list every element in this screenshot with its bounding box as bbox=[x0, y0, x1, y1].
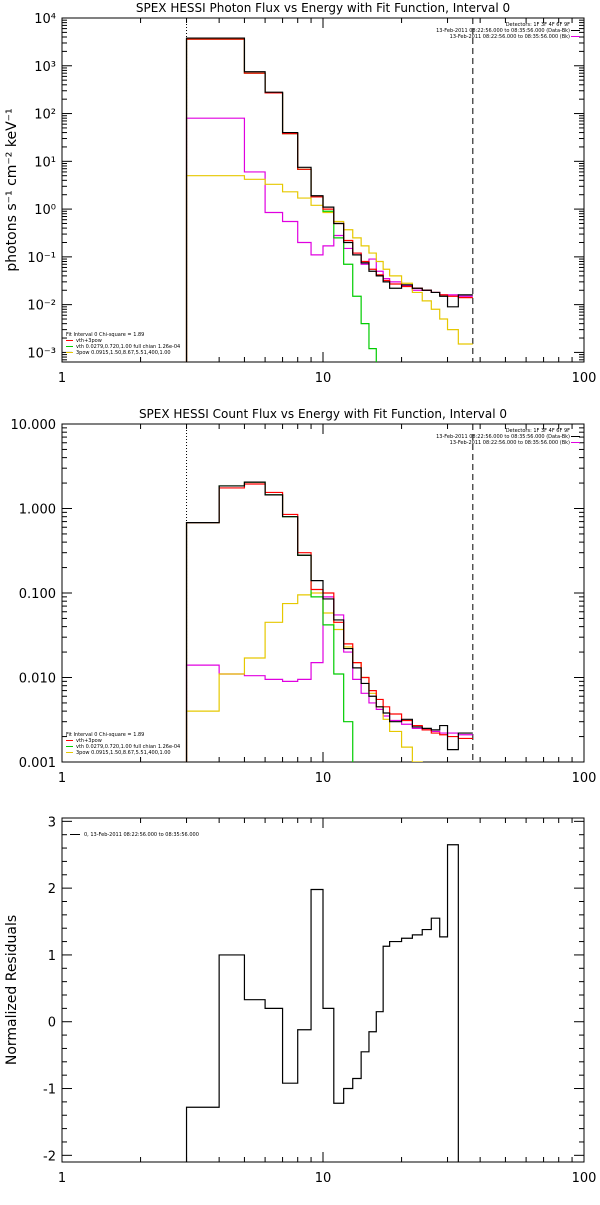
legend-header: Fit Interval 0 Chi-square = 1.89 bbox=[66, 732, 144, 738]
x-tick-label: 100 bbox=[572, 771, 597, 786]
y-axis-label: photons s⁻¹ cm⁻² keV⁻¹ bbox=[4, 108, 20, 271]
x-tick-label: 10 bbox=[315, 1171, 332, 1186]
y-tick-label: 10¹ bbox=[34, 155, 56, 170]
chart-title: SPEX HESSI Count Flux vs Energy with Fit… bbox=[139, 407, 507, 421]
series-line-vth-3pow bbox=[185, 483, 473, 762]
series-line-data bbox=[185, 37, 473, 362]
y-tick-label: 1 bbox=[48, 949, 56, 964]
legend-entry: vth+3pow bbox=[76, 338, 102, 344]
legend-top-right-text: 13-Feb-2011 08:22:56.000 to 08:35:56.000… bbox=[436, 434, 570, 440]
y-tick-label: 0 bbox=[48, 1016, 56, 1031]
y-tick-label: 1.000 bbox=[19, 503, 56, 518]
series-line-vth bbox=[185, 38, 377, 362]
y-tick-label: 10³ bbox=[34, 60, 56, 75]
y-tick-label: 10⁴ bbox=[34, 12, 56, 27]
legend-top-right-text: Detectors: 1F 3F 4F 6F 9F bbox=[506, 22, 570, 28]
chart-title: SPEX HESSI Photon Flux vs Energy with Fi… bbox=[136, 1, 510, 15]
series-group bbox=[185, 481, 473, 762]
y-axis-label: Normalized Residuals bbox=[4, 915, 20, 1065]
y-tick-label: 10⁰ bbox=[34, 203, 56, 218]
legend-entry: 0, 13-Feb-2011 08:22:56.000 to 08:35:56.… bbox=[84, 832, 199, 838]
y-tick-label: 10.000 bbox=[11, 418, 57, 433]
legend-top-right-text: 13-Feb-2011 08:22:56.000 to 08:35:56.000… bbox=[450, 34, 570, 40]
legend-header: Fit Interval 0 Chi-square = 1.89 bbox=[66, 332, 144, 338]
y-tick-label: 10⁻² bbox=[27, 299, 56, 314]
chart-panel-2: SPEX HESSI Count Flux vs Energy with Fit… bbox=[11, 407, 597, 786]
series-line-3pow bbox=[185, 592, 423, 762]
y-tick-label: 10⁻³ bbox=[27, 346, 56, 361]
legend-bottom-left: Fit Interval 0 Chi-square = 1.89vth+3pow… bbox=[66, 732, 180, 756]
series-line-data bbox=[185, 481, 473, 762]
series-line-3pow bbox=[185, 175, 473, 362]
legend-top-left: 0, 13-Feb-2011 08:22:56.000 to 08:35:56.… bbox=[70, 832, 199, 838]
legend-entry: vth+3pow bbox=[76, 738, 102, 744]
series-group bbox=[185, 37, 473, 362]
y-tick-label: 0.010 bbox=[19, 672, 56, 687]
y-tick-label: -1 bbox=[43, 1083, 56, 1098]
chart-panel-1: SPEX HESSI Photon Flux vs Energy with Fi… bbox=[4, 1, 596, 386]
series-line-background bbox=[185, 117, 473, 362]
y-tick-label: 2 bbox=[48, 882, 56, 897]
legend-top-right-text: Detectors: 1F 3F 4F 6F 9F bbox=[506, 428, 570, 434]
plot-frame bbox=[61, 17, 585, 363]
x-tick-label: 10 bbox=[315, 771, 332, 786]
legend-bottom-left: Fit Interval 0 Chi-square = 1.89vth+3pow… bbox=[66, 332, 180, 356]
series-group bbox=[185, 844, 459, 1162]
chart-panel-3: 1 10 100 -2 -1 0 1 2 3 Normalized Residuals 0, 13-… bbox=[4, 815, 596, 1186]
legend-entry: vth 0.0279,0.720,1.00 full chian 1.26e-0… bbox=[76, 744, 180, 750]
series-line-0-13-feb-2011-08-22-56-000-to-08-35-56-000 bbox=[185, 844, 459, 1162]
y-tick-label: 0.100 bbox=[19, 587, 56, 602]
x-tick-label: 10 bbox=[315, 371, 332, 386]
x-tick-label: 1 bbox=[58, 371, 66, 386]
x-tick-label: 100 bbox=[572, 371, 597, 386]
y-tick-label: 10² bbox=[34, 108, 56, 123]
legend-top-right-text: 13-Feb-2011 08:22:56.000 to 08:35:56.000… bbox=[436, 28, 570, 34]
legend-entry: 3pow 0.0915,1.50,8.67,5.51,400,1.00 bbox=[76, 350, 171, 356]
series-line-vth-3pow bbox=[185, 38, 473, 362]
x-tick-label: 100 bbox=[572, 1171, 597, 1186]
x-tick-label: 1 bbox=[58, 771, 66, 786]
y-tick-label: 3 bbox=[48, 815, 56, 830]
y-tick-label: 0.001 bbox=[19, 756, 56, 771]
x-tick-label: 1 bbox=[58, 1171, 66, 1186]
y-tick-label: -2 bbox=[43, 1149, 56, 1164]
legend-entry: 3pow 0.0915,1.50,8.67,5.51,400,1.00 bbox=[76, 750, 171, 756]
legend-entry: vth 0.0279,0.720,1.00 full chian 1.26e-0… bbox=[76, 344, 180, 350]
series-line-vth bbox=[185, 481, 354, 762]
y-tick-label: 10⁻¹ bbox=[27, 251, 56, 266]
legend-top-right-text: 13-Feb-2011 08:22:56.000 to 08:35:56.000… bbox=[450, 440, 570, 446]
